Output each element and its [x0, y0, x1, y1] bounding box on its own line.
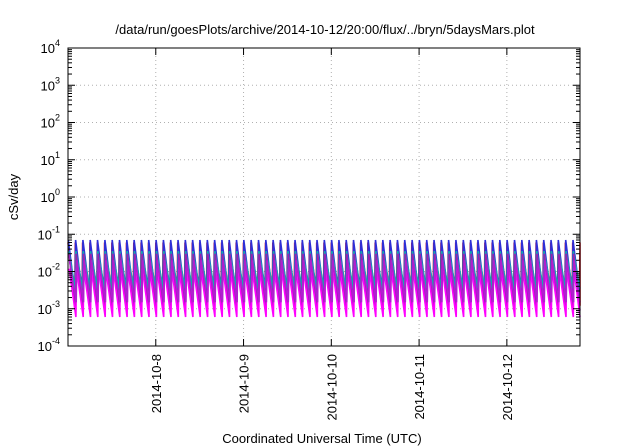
y-tick-label: 10-4: [38, 336, 60, 354]
x-axis-label: Coordinated Universal Time (UTC): [222, 431, 421, 446]
y-axis: 10-4 10-3 10-2 10-1 100 101 102 103 104: [38, 38, 580, 354]
y-tick-label: 10-1: [38, 224, 60, 242]
series-line: [68, 260, 581, 303]
x-tick-label: 2014-10-10: [324, 354, 339, 421]
y-axis-label: cSv/day: [6, 173, 21, 220]
x-tick-label: 2014-10-9: [237, 354, 252, 413]
x-tick-label: 2014-10-12: [500, 354, 515, 421]
y-tick-label: 102: [41, 113, 60, 131]
y-tick-label: 103: [41, 75, 60, 93]
y-tick-label: 101: [41, 150, 60, 168]
chart-title: /data/run/goesPlots/archive/2014-10-12/2…: [115, 22, 535, 37]
x-axis: 2014-10-8 2014-10-9 2014-10-10 2014-10-11 20…: [149, 48, 515, 421]
y-tick-label: 10-2: [38, 262, 60, 280]
x-tick-label: 2014-10-11: [412, 354, 427, 420]
series-group: [67, 239, 581, 318]
y-tick-label: 104: [41, 38, 60, 56]
y-tick-label: 100: [41, 187, 60, 205]
x-tick-label: 2014-10-8: [149, 354, 164, 413]
y-tick-label: 10-3: [38, 299, 60, 317]
